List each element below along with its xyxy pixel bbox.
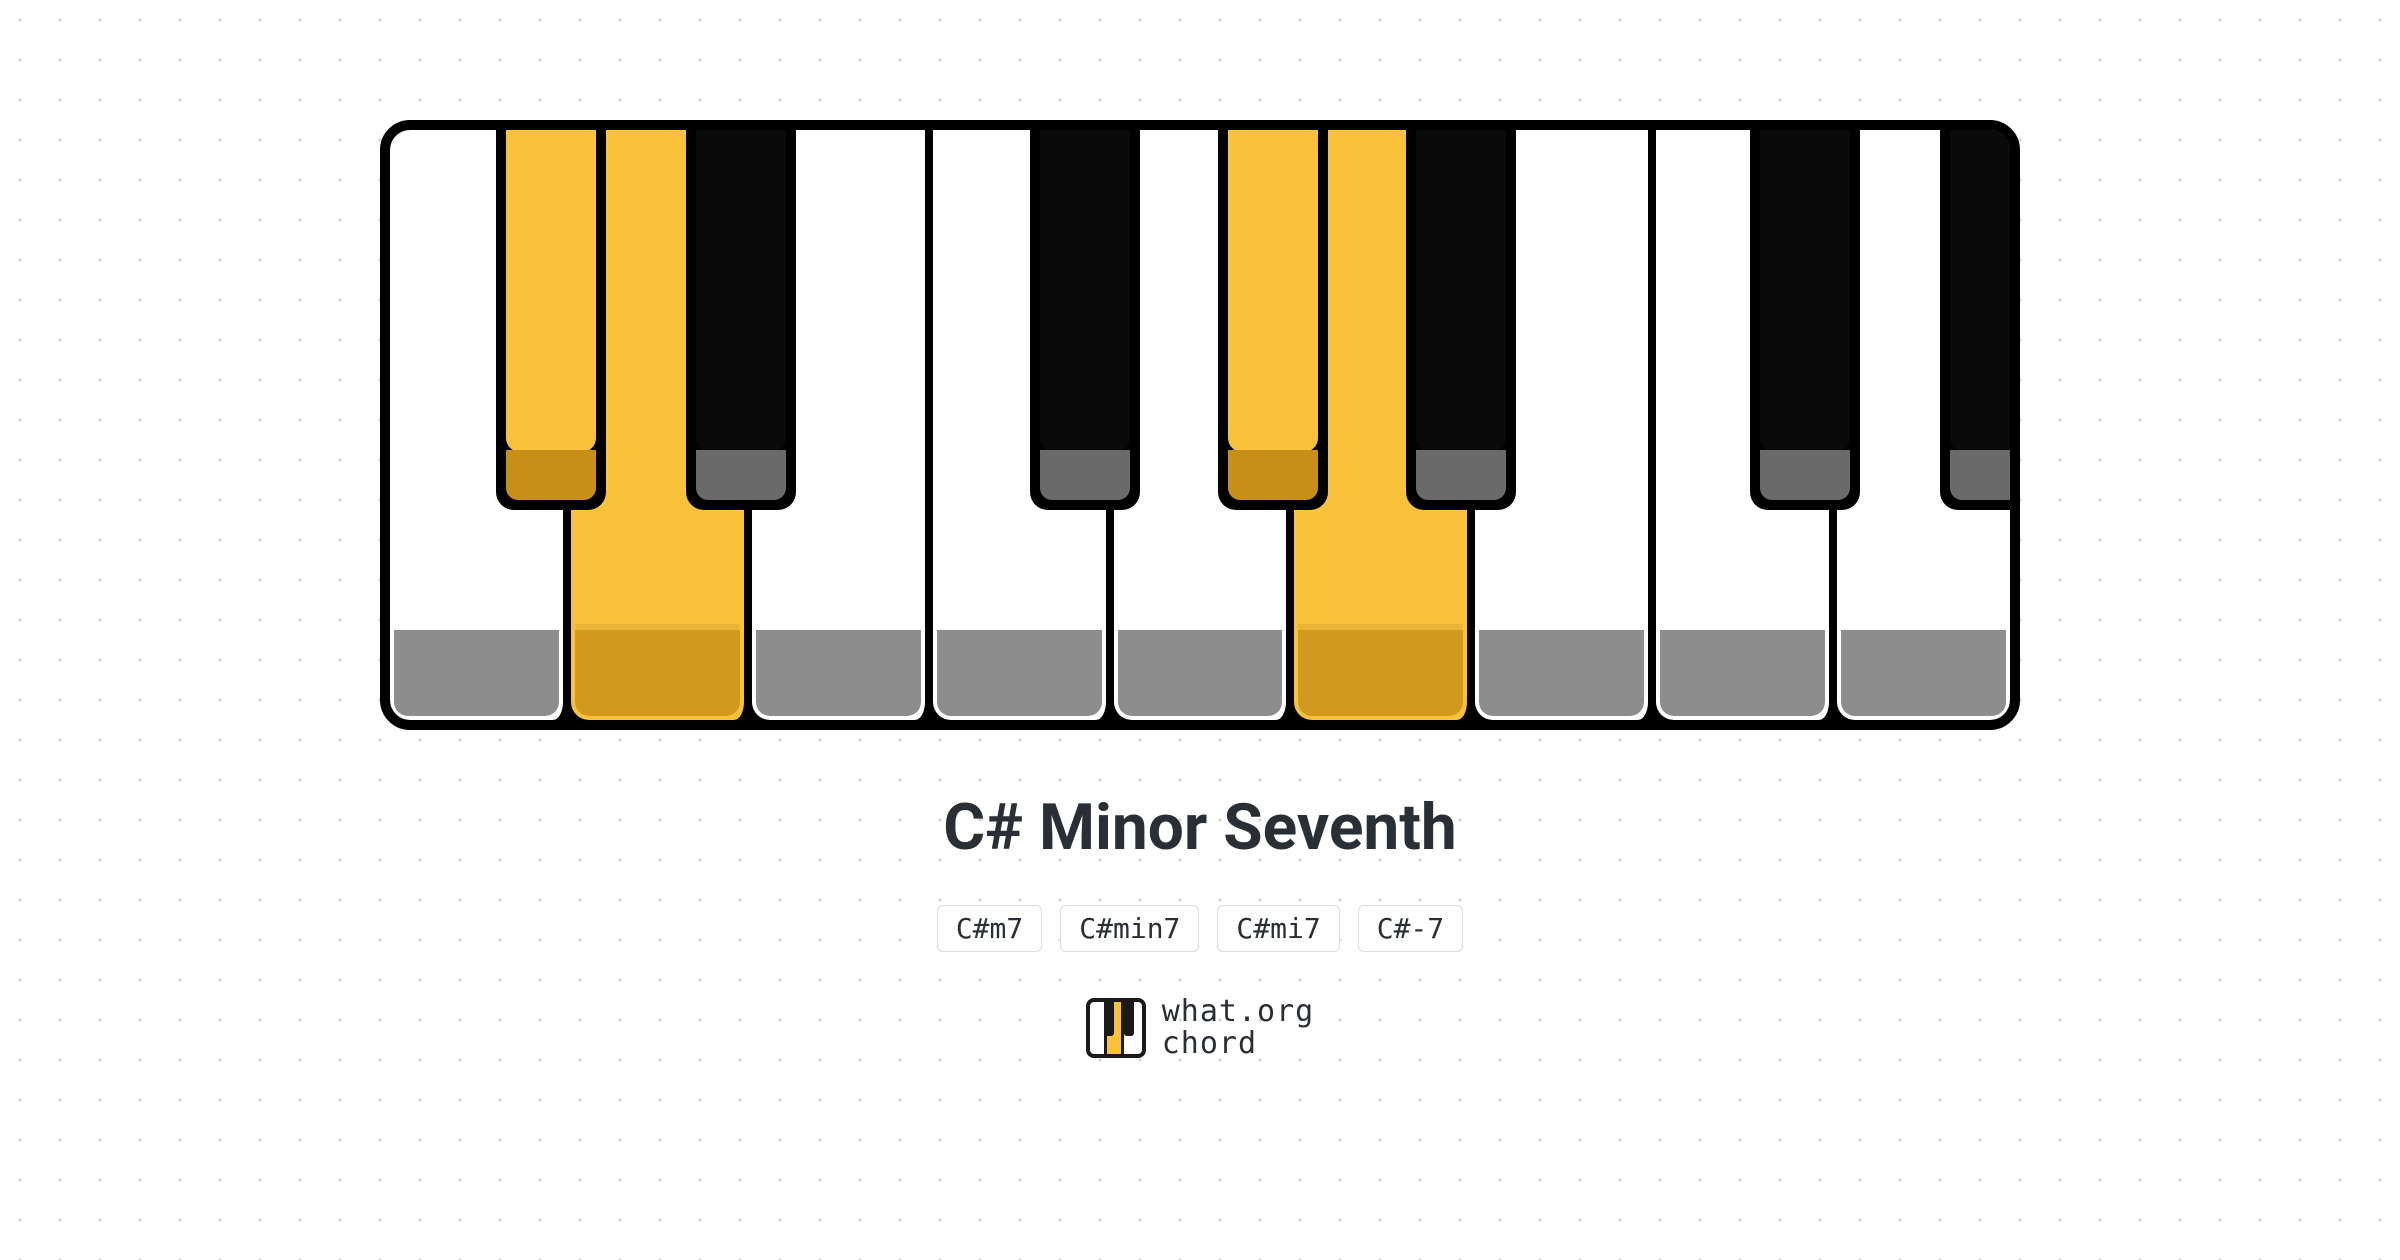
chord-title: C# Minor Seventh <box>943 790 1457 865</box>
brand-line1: what.org <box>1162 996 1315 1028</box>
white-key <box>1114 130 1295 720</box>
white-keys-row <box>390 130 2010 720</box>
white-key <box>571 130 752 720</box>
chord-alias-tag: C#m7 <box>937 905 1042 952</box>
chord-alias-tag: C#-7 <box>1358 905 1463 952</box>
chord-alias-tag: C#min7 <box>1060 905 1199 952</box>
white-key <box>752 130 933 720</box>
chord-alias-row: C#m7 C#min7 C#mi7 C#-7 <box>937 905 1463 952</box>
white-key <box>933 130 1114 720</box>
white-key <box>1294 130 1475 720</box>
brand-line2: chord <box>1162 1028 1315 1060</box>
white-key <box>1656 130 1837 720</box>
piano-keyboard <box>380 120 2020 730</box>
white-key <box>1475 130 1656 720</box>
white-key <box>390 130 571 720</box>
brand: what.org chord <box>1086 996 1315 1059</box>
white-key <box>1837 130 2010 720</box>
keyboard-frame <box>380 120 2020 730</box>
chord-alias-tag: C#mi7 <box>1217 905 1339 952</box>
brand-icon <box>1086 998 1146 1058</box>
brand-text: what.org chord <box>1162 996 1315 1059</box>
